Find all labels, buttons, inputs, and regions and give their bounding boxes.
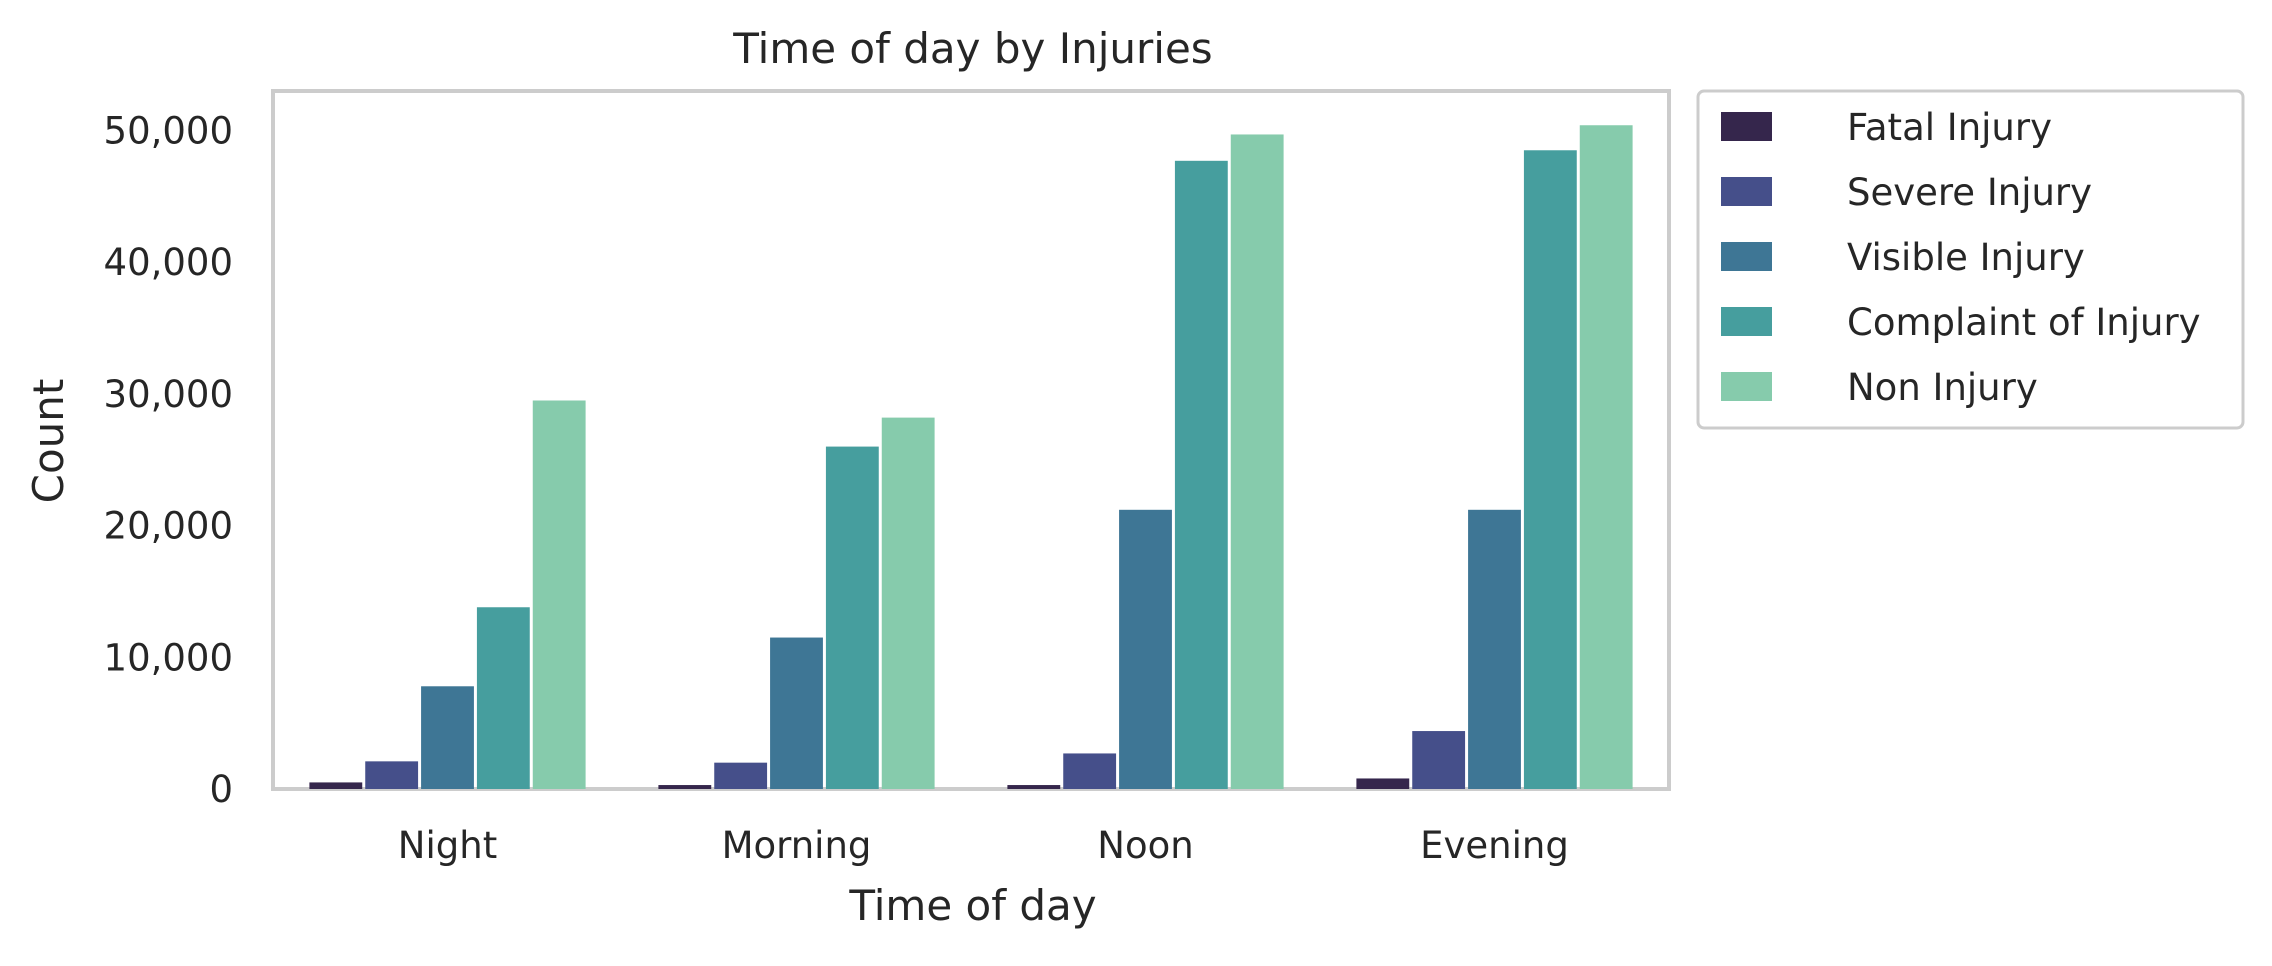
bar <box>1412 731 1466 789</box>
bar <box>476 607 530 789</box>
legend-label: Visible Injury <box>1847 236 2085 279</box>
bar <box>825 446 879 789</box>
bar <box>532 400 586 789</box>
bar <box>365 761 419 789</box>
bar <box>1063 753 1117 789</box>
x-tick-label: Night <box>398 824 497 867</box>
legend: Fatal Injury Severe Injury Visible Injury C… <box>1696 89 2245 430</box>
legend-label: Non Injury <box>1847 366 2038 409</box>
y-tick-label: 50,000 <box>104 110 233 153</box>
x-axis: Night Morning Noon Evening <box>398 824 1569 867</box>
x-tick-label: Morning <box>722 824 872 867</box>
y-tick-label: 40,000 <box>104 241 233 284</box>
bar <box>1579 125 1633 789</box>
x-tick-label: Evening <box>1420 824 1569 867</box>
bar <box>881 417 935 789</box>
bar <box>658 785 712 789</box>
bar <box>770 637 823 789</box>
legend-label: Fatal Injury <box>1847 106 2052 149</box>
y-axis-label: Count <box>24 379 73 504</box>
x-axis-label: Time of day <box>848 881 1096 930</box>
legend-swatch <box>1721 242 1772 271</box>
y-tick-label: 10,000 <box>104 636 233 679</box>
bar <box>1119 509 1172 789</box>
y-tick-label: 20,000 <box>104 505 233 548</box>
chart-title: Time of day by Injuries <box>732 24 1212 73</box>
legend-swatch <box>1721 177 1772 206</box>
bar <box>1174 160 1228 790</box>
legend-label: Complaint of Injury <box>1847 301 2201 344</box>
legend-frame <box>1696 89 2245 430</box>
y-axis: 0 10,000 20,000 30,000 40,000 50,000 <box>104 110 233 811</box>
plot-frame <box>271 89 1671 791</box>
bar <box>1007 785 1061 789</box>
x-tick-label: Noon <box>1097 824 1193 867</box>
bar <box>1523 150 1577 789</box>
y-tick-label: 0 <box>209 768 233 811</box>
bar <box>1230 134 1284 789</box>
legend-swatch <box>1721 112 1772 141</box>
bar <box>1356 778 1410 789</box>
bar <box>1468 509 1521 789</box>
bars-group <box>309 125 1633 790</box>
bar <box>309 782 363 789</box>
legend-label: Severe Injury <box>1847 171 2092 214</box>
bar <box>421 686 474 789</box>
y-tick-label: 30,000 <box>104 373 233 416</box>
legend-swatch <box>1721 372 1772 401</box>
legend-swatch <box>1721 307 1772 336</box>
bar <box>714 762 768 789</box>
